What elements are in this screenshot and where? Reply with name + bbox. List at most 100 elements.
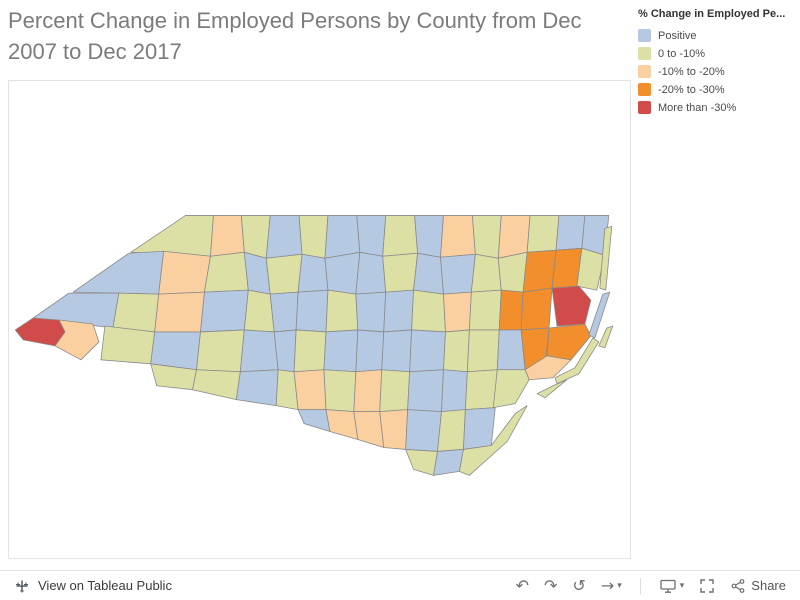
legend-item[interactable]: Positive <box>638 29 796 42</box>
legend-item[interactable]: -20% to -30% <box>638 83 796 96</box>
county-shape[interactable] <box>297 253 329 293</box>
redo-button[interactable]: ↷ <box>544 577 557 594</box>
county-shape[interactable] <box>551 285 592 327</box>
county-shape[interactable] <box>588 291 611 339</box>
county-shape[interactable] <box>599 225 613 291</box>
county-shape[interactable] <box>265 215 303 259</box>
county-shape[interactable] <box>382 252 418 293</box>
county-shape[interactable] <box>273 329 297 373</box>
county-shape[interactable] <box>411 289 446 333</box>
county-shape[interactable] <box>440 253 476 295</box>
county-shape[interactable] <box>324 215 361 259</box>
county-shape[interactable] <box>471 215 502 259</box>
county-shape[interactable] <box>497 215 531 259</box>
county-shape[interactable] <box>112 292 160 333</box>
legend-label: -20% to -30% <box>658 83 725 96</box>
county-shape[interactable] <box>464 369 498 411</box>
county-shape[interactable] <box>154 291 205 333</box>
county-shape[interactable] <box>298 215 329 259</box>
county-shape[interactable] <box>323 329 359 373</box>
county-shape[interactable] <box>383 289 415 333</box>
county-shape[interactable] <box>324 251 361 295</box>
county-shape[interactable] <box>414 215 444 258</box>
legend-item[interactable]: -10% to -20% <box>638 65 796 78</box>
county-shape[interactable] <box>522 249 557 293</box>
download-button[interactable]: ▾ <box>659 578 684 594</box>
county-shape[interactable] <box>440 215 476 258</box>
county-shape[interactable] <box>158 250 211 295</box>
county-shape[interactable] <box>459 405 528 476</box>
county-shape[interactable] <box>293 369 327 411</box>
county-shape[interactable] <box>546 323 592 361</box>
county-shape[interactable] <box>235 369 279 407</box>
county-shape[interactable] <box>536 379 568 399</box>
county-shape[interactable] <box>409 329 446 373</box>
county-shape[interactable] <box>355 291 387 333</box>
county-shape[interactable] <box>443 291 472 333</box>
county-shape[interactable] <box>381 329 413 373</box>
county-shape[interactable] <box>437 409 466 452</box>
county-shape[interactable] <box>239 329 279 373</box>
reset-button[interactable]: ↺ <box>572 577 585 594</box>
county-shape[interactable] <box>100 325 156 365</box>
county-shape[interactable] <box>576 247 606 291</box>
county-shape[interactable] <box>496 329 526 371</box>
county-shape[interactable] <box>462 407 496 450</box>
county-shape[interactable] <box>379 409 409 450</box>
county-shape[interactable] <box>210 215 245 257</box>
county-shape[interactable] <box>54 319 100 361</box>
county-shape[interactable] <box>355 329 385 373</box>
county-shape[interactable] <box>265 253 303 295</box>
county-shape[interactable] <box>295 289 329 333</box>
county-shape[interactable] <box>443 329 470 373</box>
county-shape[interactable] <box>520 287 553 331</box>
county-shape[interactable] <box>204 251 249 293</box>
county-shape[interactable] <box>407 369 444 413</box>
county-shape[interactable] <box>466 329 500 373</box>
county-shape[interactable] <box>356 215 387 257</box>
county-shape[interactable] <box>14 317 66 347</box>
view-on-tableau-link[interactable]: View on Tableau Public <box>14 578 172 594</box>
county-shape[interactable] <box>353 369 383 413</box>
county-shape[interactable] <box>405 449 438 476</box>
county-shape[interactable] <box>355 251 387 295</box>
share-button[interactable]: Share <box>730 578 786 594</box>
county-shape[interactable] <box>200 289 249 333</box>
county-shape[interactable] <box>243 289 275 333</box>
forward-button[interactable]: → ▾ <box>600 575 622 595</box>
county-shape[interactable] <box>382 215 418 257</box>
county-shape[interactable] <box>325 289 359 333</box>
county-shape[interactable] <box>468 289 502 331</box>
county-shape[interactable] <box>240 215 271 259</box>
county-shape[interactable] <box>150 331 201 371</box>
county-shape[interactable] <box>323 369 357 413</box>
undo-button[interactable]: ↶ <box>516 577 529 594</box>
county-shape[interactable] <box>598 325 614 349</box>
county-shape[interactable] <box>497 251 528 293</box>
county-shape[interactable] <box>492 369 530 409</box>
county-shape[interactable] <box>441 369 468 413</box>
county-shape[interactable] <box>555 215 586 251</box>
county-shape[interactable] <box>297 409 331 432</box>
county-shape[interactable] <box>526 215 560 253</box>
county-shape[interactable] <box>130 215 214 257</box>
county-shape[interactable] <box>405 409 442 452</box>
county-shape[interactable] <box>269 291 299 333</box>
legend-item[interactable]: More than -30% <box>638 101 796 114</box>
county-shape[interactable] <box>353 411 385 448</box>
county-shape[interactable] <box>379 369 411 413</box>
county-shape[interactable] <box>413 252 444 295</box>
county-shape[interactable] <box>192 369 241 401</box>
county-shape[interactable] <box>470 253 502 293</box>
forward-arrow-icon: → <box>600 575 615 595</box>
fullscreen-button[interactable] <box>699 578 715 594</box>
county-shape[interactable] <box>325 409 359 440</box>
toolbar-actions: ↶ ↷ ↺ → ▾ ▾ <box>516 575 786 595</box>
county-shape[interactable] <box>196 329 245 373</box>
legend-item[interactable]: 0 to -10% <box>638 47 796 60</box>
county-shape[interactable] <box>433 449 464 476</box>
county-shape[interactable] <box>293 329 327 373</box>
county-shape[interactable] <box>498 289 524 331</box>
county-shape[interactable] <box>72 250 165 295</box>
legend-label: -10% to -20% <box>658 65 725 78</box>
